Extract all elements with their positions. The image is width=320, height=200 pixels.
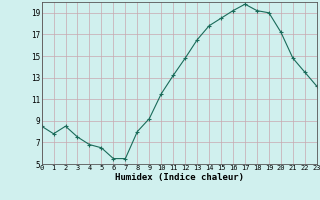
X-axis label: Humidex (Indice chaleur): Humidex (Indice chaleur): [115, 173, 244, 182]
